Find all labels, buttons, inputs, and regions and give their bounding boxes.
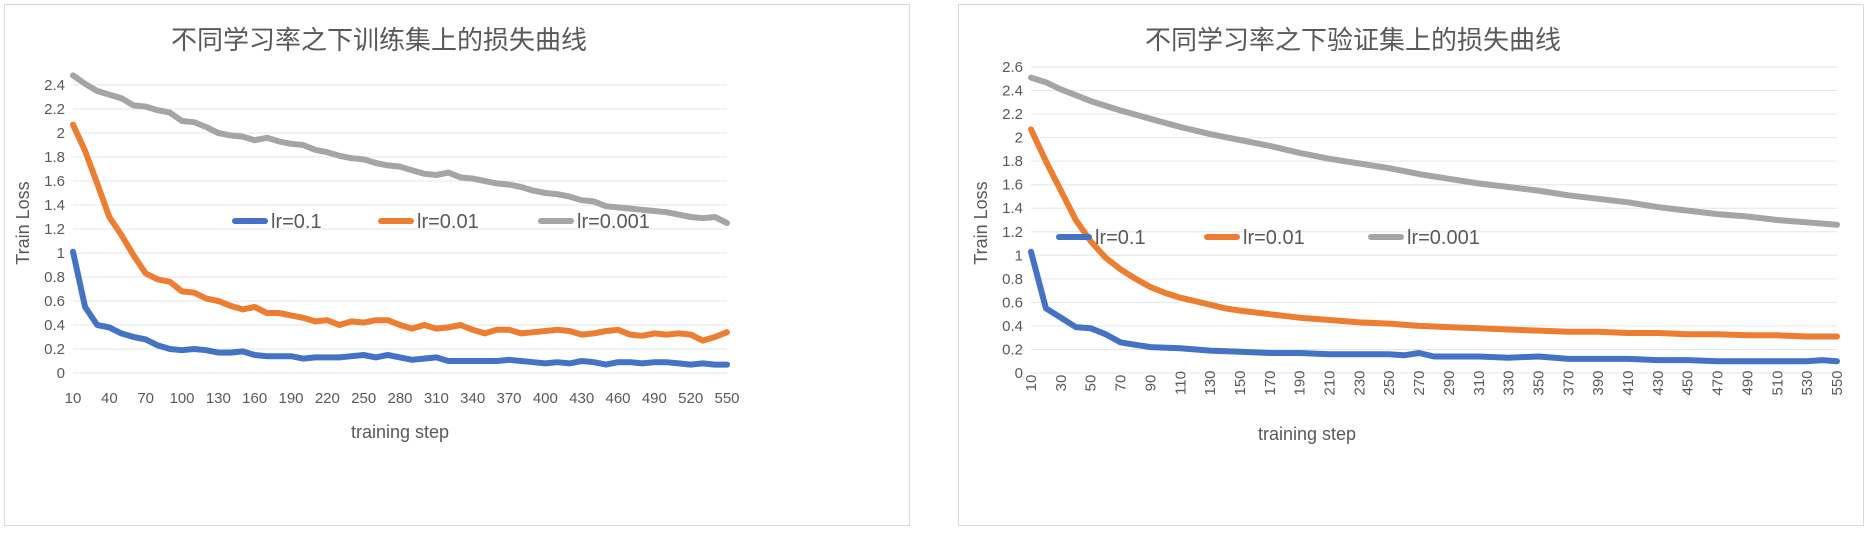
series-line-lr-0-1 xyxy=(70,248,730,368)
x-axis-label: training step xyxy=(351,422,449,442)
x-tick-label: 110 xyxy=(1172,371,1189,395)
x-tick-label: 470 xyxy=(1710,370,1727,395)
x-tick-label: 10 xyxy=(65,390,82,407)
y-tick-label: 2 xyxy=(1015,130,1023,147)
y-tick-label: 2.4 xyxy=(1002,83,1023,100)
chart-title: 不同学习率之下验证集上的损失曲线 xyxy=(1145,26,1561,56)
x-tick-label: 150 xyxy=(1232,370,1249,395)
y-tick-label: 1.6 xyxy=(44,173,65,190)
y-tick-label: 0.6 xyxy=(1002,294,1023,311)
x-tick-label: 190 xyxy=(278,390,303,407)
x-tick-label: 310 xyxy=(424,390,449,407)
y-tick-label: 0.6 xyxy=(44,293,65,310)
x-tick-label: 390 xyxy=(1590,370,1607,395)
y-tick-label: 0.2 xyxy=(1002,341,1023,358)
y-tick-label: 0.8 xyxy=(1002,271,1023,288)
y-tick-label: 2.2 xyxy=(44,101,65,118)
x-tick-label: 530 xyxy=(1799,370,1816,395)
y-tick-label: 1.2 xyxy=(44,221,65,238)
series-line-lr-0-001 xyxy=(1028,74,1840,228)
x-tick-label: 70 xyxy=(137,390,154,407)
train-loss-chart: 不同学习率之下训练集上的损失曲线 0 0.2 0.4 0.6 0.8 1 1.2 1.4 1.6 1… xyxy=(13,26,740,442)
y-tick-label: 0.8 xyxy=(44,269,65,286)
y-tick-label: 1.2 xyxy=(1002,224,1023,241)
x-tick-label: 130 xyxy=(206,390,231,407)
x-tick-label: 190 xyxy=(1292,370,1309,395)
x-tick-label: 400 xyxy=(533,390,558,407)
y-tick-label: 0.2 xyxy=(44,341,65,358)
x-tick-label: 280 xyxy=(387,390,412,407)
legend-label: lr=0.01 xyxy=(1243,227,1305,249)
y-tick-label: 2.6 xyxy=(1002,59,1023,76)
x-tick-label: 40 xyxy=(101,390,118,407)
series-line-lr-0-1 xyxy=(1028,248,1840,365)
x-tick-label: 430 xyxy=(569,390,594,407)
x-tick-label: 130 xyxy=(1202,370,1219,395)
legend-label: lr=0.001 xyxy=(1407,227,1480,249)
x-tick-label: 70 xyxy=(1113,375,1130,392)
x-tick-label: 370 xyxy=(1560,370,1577,395)
x-tick-label: 550 xyxy=(1829,370,1846,395)
y-tick-label: 2 xyxy=(57,125,65,142)
chart-title: 不同学习率之下训练集上的损失曲线 xyxy=(171,26,587,56)
x-tick-label: 290 xyxy=(1441,370,1458,395)
y-tick-label: 0 xyxy=(1015,365,1023,382)
y-tick-label: 2.2 xyxy=(1002,106,1023,123)
x-tick-label: 550 xyxy=(714,390,739,407)
legend-label: lr=0.1 xyxy=(271,211,322,233)
series-line-lr-0-01 xyxy=(1028,126,1840,340)
x-tick-label: 520 xyxy=(678,390,703,407)
chart-panel-train: 不同学习率之下训练集上的损失曲线 0 0.2 0.4 0.6 0.8 1 1.2 1.4 1.6 1… xyxy=(4,4,910,526)
y-tick-label: 1.4 xyxy=(44,197,65,214)
x-tick-label: 410 xyxy=(1620,370,1637,395)
x-tick-label: 30 xyxy=(1053,375,1070,392)
y-tick-label: 2.4 xyxy=(44,77,65,94)
x-tick-label: 160 xyxy=(242,390,267,407)
legend-label: lr=0.001 xyxy=(577,211,650,233)
x-tick-label: 250 xyxy=(351,390,376,407)
y-tick-label: 1.4 xyxy=(1002,200,1023,217)
x-tick-label: 230 xyxy=(1351,370,1368,395)
y-tick-label: 1.8 xyxy=(1002,153,1023,170)
x-tick-label: 430 xyxy=(1650,370,1667,395)
chart-panel-validation: 不同学习率之下验证集上的损失曲线 0 0.2 0.4 0.6 0.8 1 1.2 1.4 1.6 1… xyxy=(958,4,1864,526)
y-tick-label: 1.6 xyxy=(1002,177,1023,194)
x-tick-label: 10 xyxy=(1023,375,1040,392)
x-tick-label: 50 xyxy=(1083,375,1100,392)
x-tick-label: 340 xyxy=(460,390,485,407)
x-tick-label: 250 xyxy=(1381,370,1398,395)
x-tick-label: 450 xyxy=(1680,370,1697,395)
x-tick-label: 90 xyxy=(1142,375,1159,392)
x-tick-label: 100 xyxy=(169,390,194,407)
y-axis-label: Train Loss xyxy=(971,181,991,264)
y-tick-label: 0 xyxy=(57,365,65,382)
y-tick-label: 1 xyxy=(1015,247,1023,264)
y-tick-label: 0.4 xyxy=(44,317,65,334)
x-tick-label: 350 xyxy=(1530,370,1547,395)
y-tick-label: 0.4 xyxy=(1002,318,1023,335)
validation-loss-chart: 不同学习率之下验证集上的损失曲线 0 0.2 0.4 0.6 0.8 1 1.2 1.4 1.6 1… xyxy=(971,26,1846,444)
x-tick-label: 460 xyxy=(605,390,630,407)
x-tick-label: 270 xyxy=(1411,370,1428,395)
series-line-lr-0-01 xyxy=(70,121,730,344)
x-tick-label: 490 xyxy=(1739,370,1756,395)
x-tick-label: 490 xyxy=(642,390,667,407)
x-tick-label: 170 xyxy=(1262,370,1279,395)
x-axis-label: training step xyxy=(1258,424,1356,444)
x-tick-label: 210 xyxy=(1322,370,1339,395)
x-tick-label: 370 xyxy=(496,390,521,407)
legend-label: lr=0.1 xyxy=(1095,227,1146,249)
series-line-lr-0-001 xyxy=(70,72,730,226)
y-tick-label: 1 xyxy=(57,245,65,262)
x-tick-label: 220 xyxy=(315,390,340,407)
x-tick-label: 510 xyxy=(1769,370,1786,395)
x-tick-label: 330 xyxy=(1501,370,1518,395)
legend-label: lr=0.01 xyxy=(417,211,479,233)
x-tick-label: 310 xyxy=(1471,370,1488,395)
y-axis-label: Train Loss xyxy=(13,181,33,264)
y-tick-label: 1.8 xyxy=(44,149,65,166)
